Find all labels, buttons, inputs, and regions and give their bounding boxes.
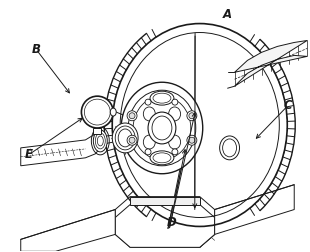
Ellipse shape xyxy=(189,113,195,119)
Ellipse shape xyxy=(169,107,181,121)
Ellipse shape xyxy=(153,93,171,103)
Polygon shape xyxy=(21,209,115,251)
Ellipse shape xyxy=(150,91,174,105)
Ellipse shape xyxy=(128,90,196,166)
Ellipse shape xyxy=(143,107,155,121)
Ellipse shape xyxy=(110,108,116,116)
Ellipse shape xyxy=(143,135,155,149)
Ellipse shape xyxy=(95,133,105,149)
Text: D: D xyxy=(167,216,177,229)
Polygon shape xyxy=(130,197,200,205)
Polygon shape xyxy=(115,197,215,247)
Ellipse shape xyxy=(127,135,137,145)
Ellipse shape xyxy=(172,99,178,105)
Circle shape xyxy=(82,96,113,128)
Polygon shape xyxy=(115,205,215,247)
Ellipse shape xyxy=(129,113,135,119)
Polygon shape xyxy=(21,128,100,166)
Ellipse shape xyxy=(97,136,103,146)
Ellipse shape xyxy=(145,149,151,155)
Text: C: C xyxy=(283,100,292,112)
Ellipse shape xyxy=(129,137,135,143)
Ellipse shape xyxy=(118,129,132,147)
Ellipse shape xyxy=(172,149,178,155)
Ellipse shape xyxy=(187,135,197,145)
Polygon shape xyxy=(93,128,101,134)
Polygon shape xyxy=(215,185,294,234)
Ellipse shape xyxy=(133,96,191,160)
Ellipse shape xyxy=(153,153,171,163)
Ellipse shape xyxy=(115,126,135,150)
Text: E: E xyxy=(24,148,33,161)
Ellipse shape xyxy=(93,130,107,152)
Ellipse shape xyxy=(127,111,137,121)
Polygon shape xyxy=(235,41,307,86)
Ellipse shape xyxy=(152,116,172,140)
Ellipse shape xyxy=(150,151,174,165)
Ellipse shape xyxy=(169,135,181,149)
Ellipse shape xyxy=(112,123,138,153)
Ellipse shape xyxy=(189,137,195,143)
Ellipse shape xyxy=(148,112,176,144)
Ellipse shape xyxy=(145,99,151,105)
Text: A: A xyxy=(223,8,232,21)
Circle shape xyxy=(84,99,110,125)
Ellipse shape xyxy=(121,82,203,174)
Ellipse shape xyxy=(220,136,240,160)
Ellipse shape xyxy=(187,111,197,121)
Ellipse shape xyxy=(223,139,237,157)
Text: B: B xyxy=(32,43,41,56)
